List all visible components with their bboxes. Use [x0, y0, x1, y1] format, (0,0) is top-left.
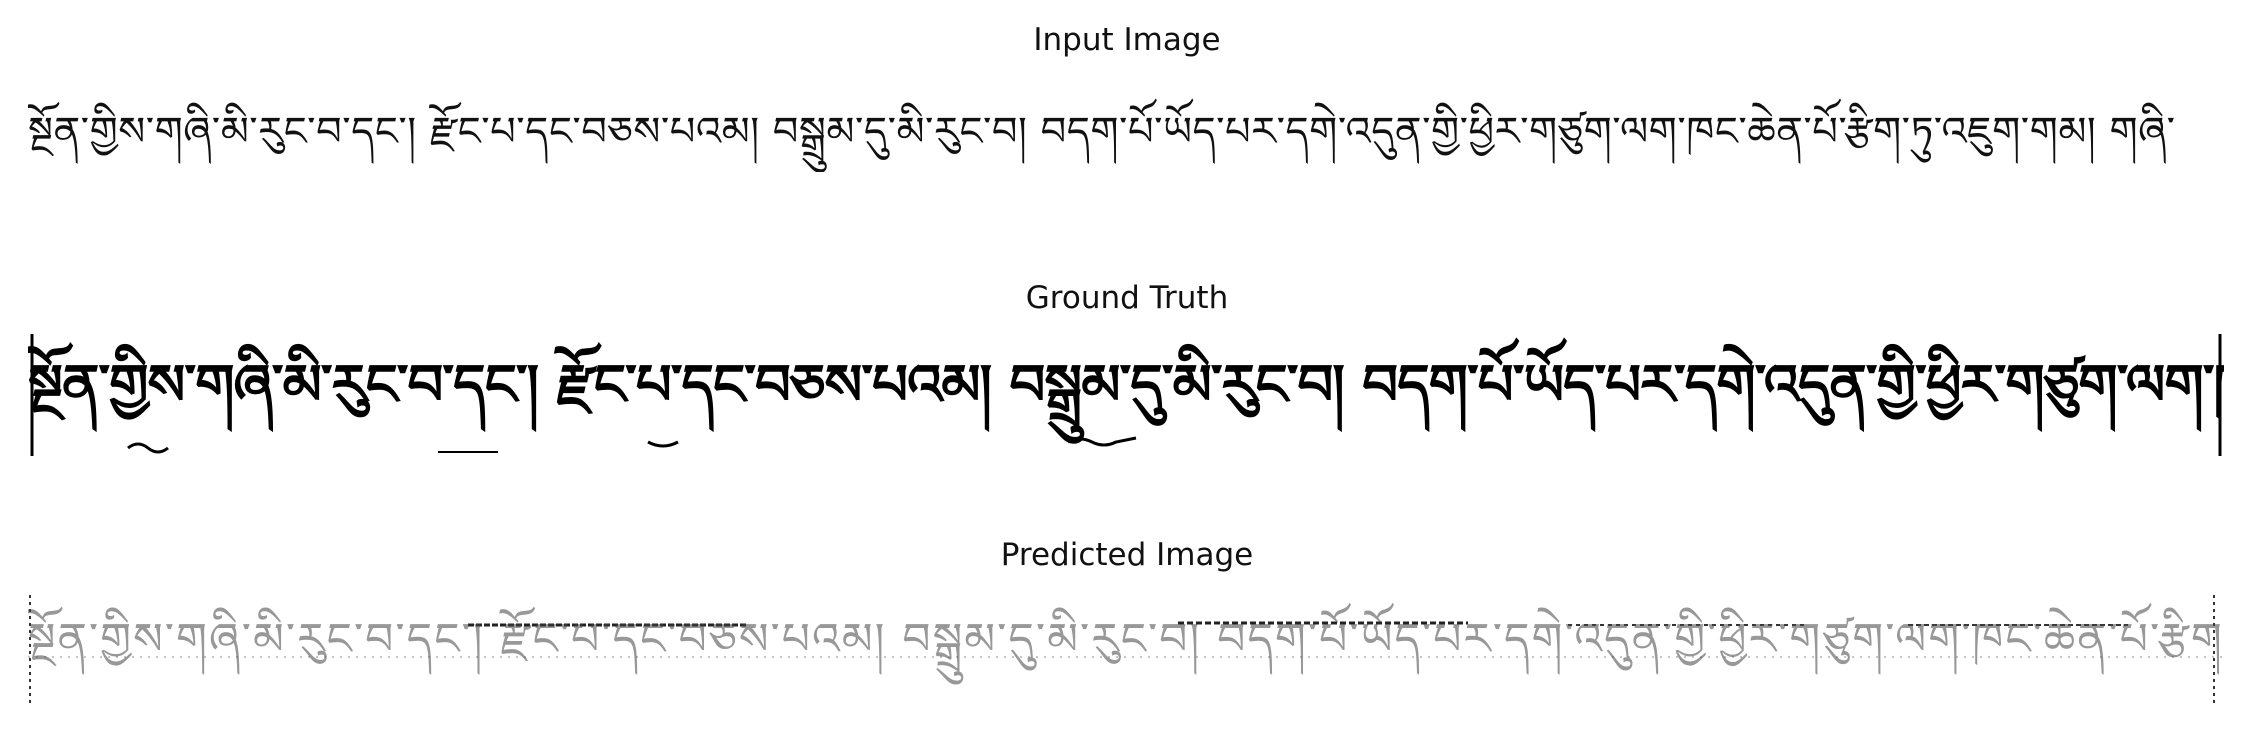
ground-truth-manuscript-marks [30, 334, 2222, 456]
ground-truth-tibetan-text-line: སྔོན་གྱིས་གཞི་མི་རུང་བ་དང་། རྫོང་པ་དང་བཅ… [28, 352, 2224, 418]
predicted-noise-marks [28, 595, 2224, 705]
predicted-tibetan-text-line: སྔོན་གྱིས་གཞི་མི་རུང་བ་དང་། རྫོང་པ་དང་བཅ… [28, 614, 2224, 665]
ground-truth-strip: སྔོན་གྱིས་གཞི་མི་རུང་བ་དང་། རྫོང་པ་དང་བཅ… [28, 330, 2224, 460]
input-image-panel: Input Image སྔོན་གྱིས་གཞི་མི་རུང་བ་དང་། … [0, 0, 2254, 230]
input-tibetan-text-line: སྔོན་གྱིས་གཞི་མི་རུང་བ་དང་། རྫོང་པ་དང་བཅ… [28, 109, 2176, 155]
ground-truth-panel: Ground Truth སྔོན་གྱིས་གཞི་མི་རུང་བ་དང་།… [0, 258, 2254, 488]
input-image-title: Input Image [1033, 22, 1221, 58]
ground-truth-title: Ground Truth [1025, 280, 1229, 316]
input-image-strip: སྔོན་གྱིས་གཞི་མི་རུང་བ་དང་། རྫོང་པ་དང་བཅ… [28, 92, 2224, 172]
predicted-image-title: Predicted Image [1000, 537, 1254, 573]
predicted-image-strip: སྔོན་གྱིས་གཞི་མི་རུང་བ་དང་། རྫོང་པ་དང་བཅ… [28, 585, 2224, 715]
predicted-image-panel: Predicted Image སྔོན་གྱིས་གཞི་མི་རུང་བ་ད… [0, 515, 2254, 752]
